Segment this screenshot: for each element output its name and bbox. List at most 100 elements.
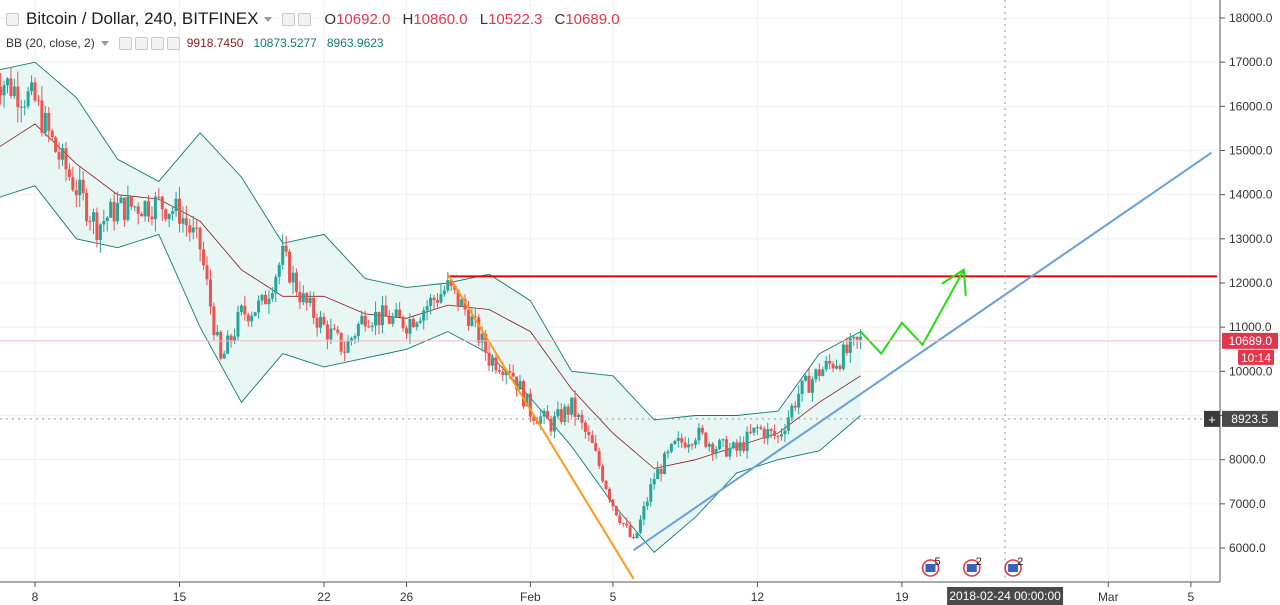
candle-body <box>243 305 247 315</box>
candle-body <box>755 427 759 429</box>
candle-body <box>656 468 660 480</box>
last-price-label: 10689.0 <box>1229 334 1273 348</box>
candle-body <box>367 326 371 328</box>
candle-body <box>312 297 316 319</box>
candle-body <box>473 316 477 318</box>
downtrend-line[interactable] <box>446 273 635 580</box>
candle-body <box>198 227 202 250</box>
candle-body <box>566 406 570 415</box>
candle-body <box>133 206 137 208</box>
crosshair-price-label: 8923.5 <box>1231 412 1268 426</box>
candle-body <box>742 442 746 451</box>
close-icon[interactable] <box>166 36 180 50</box>
candle-body <box>171 211 175 214</box>
candle-body <box>779 434 783 437</box>
candle-body <box>177 198 181 224</box>
candle-body <box>714 449 718 454</box>
candle-body <box>697 427 701 441</box>
candle-body <box>456 289 460 307</box>
candle-body <box>184 218 188 226</box>
candle-body <box>394 309 398 317</box>
candle-body <box>219 331 223 359</box>
candle-body <box>556 409 560 417</box>
event-marker-count: 5 <box>935 556 941 568</box>
candle-body <box>707 443 711 447</box>
candle-body <box>570 397 574 415</box>
candle-body <box>855 336 859 340</box>
candle-body <box>78 179 82 196</box>
low-value: 10522.3 <box>488 10 543 28</box>
candle-body <box>36 100 40 102</box>
candle-body <box>370 325 374 328</box>
crosshair-time-tag <box>947 587 1064 605</box>
candle-body <box>666 451 670 454</box>
symbol-title[interactable]: Bitcoin / Dollar, 240, BITFINEX <box>26 9 259 28</box>
indicator-title[interactable]: BB (20, close, 2) <box>6 36 95 50</box>
candle-body <box>411 319 415 328</box>
chevron-down-icon[interactable] <box>264 16 273 22</box>
y-tick-label: 13000.0 <box>1229 232 1273 246</box>
x-tick-label: 5 <box>610 590 617 604</box>
candle-body <box>618 515 622 524</box>
candle-body <box>257 300 261 313</box>
candle-body <box>432 297 436 301</box>
settings-icon[interactable] <box>134 36 148 50</box>
candle-body <box>776 436 780 438</box>
candle-body <box>663 453 667 475</box>
add-alert-button[interactable] <box>1204 410 1220 427</box>
candle-body <box>5 78 9 86</box>
projection-path[interactable] <box>859 269 965 356</box>
y-tick-label: 12000.0 <box>1229 276 1273 290</box>
candle-body <box>491 357 495 366</box>
eye-icon[interactable] <box>118 36 132 50</box>
candle-body <box>501 371 505 376</box>
candle-body <box>26 91 30 107</box>
y-tick-label: 6000.0 <box>1229 541 1266 555</box>
candle-body <box>453 285 457 290</box>
candle-body <box>212 306 216 336</box>
candle-body <box>800 380 804 395</box>
x-tick-label: Mar <box>1098 590 1119 604</box>
candle-body <box>322 316 326 325</box>
uptrend-line[interactable] <box>632 151 1213 552</box>
candle-body <box>267 298 271 305</box>
candle-body <box>745 431 749 451</box>
candle-body <box>147 201 151 217</box>
candle-body <box>814 369 818 380</box>
eye-icon[interactable] <box>282 12 296 26</box>
candle-body <box>401 316 405 329</box>
x-tick-label: 19 <box>895 590 909 604</box>
candle-body <box>824 360 828 370</box>
candle-body <box>546 411 550 419</box>
flag-icon <box>966 564 977 572</box>
candle-body <box>508 371 512 373</box>
collapse-icon[interactable] <box>6 12 19 26</box>
candle-body <box>845 344 849 353</box>
candle-body <box>391 316 395 324</box>
chevron-down-icon[interactable] <box>100 40 109 46</box>
candle-body <box>150 216 154 220</box>
flag-icon <box>925 564 936 572</box>
candle-body <box>649 484 653 502</box>
candle-body <box>841 344 845 369</box>
candle-body <box>181 218 185 224</box>
candle-body <box>233 336 237 341</box>
candle-body <box>466 309 470 326</box>
candle-body <box>525 393 529 407</box>
settings-icon[interactable] <box>298 12 312 26</box>
candle-body <box>54 137 58 153</box>
candle-body <box>102 220 106 225</box>
candle-body <box>384 305 388 317</box>
candle-body <box>804 375 808 381</box>
close-value: 10689.0 <box>565 10 620 28</box>
candle-body <box>435 300 439 303</box>
y-tick-label: 16000.0 <box>1229 99 1273 113</box>
candle-body <box>793 405 797 408</box>
event-marker-count: 2 <box>976 556 982 568</box>
candle-body <box>680 437 684 443</box>
add-icon[interactable] <box>150 36 164 50</box>
candle-body <box>188 225 192 233</box>
candle-body <box>112 201 116 222</box>
bb-upper-value: 10873.5277 <box>253 36 317 50</box>
